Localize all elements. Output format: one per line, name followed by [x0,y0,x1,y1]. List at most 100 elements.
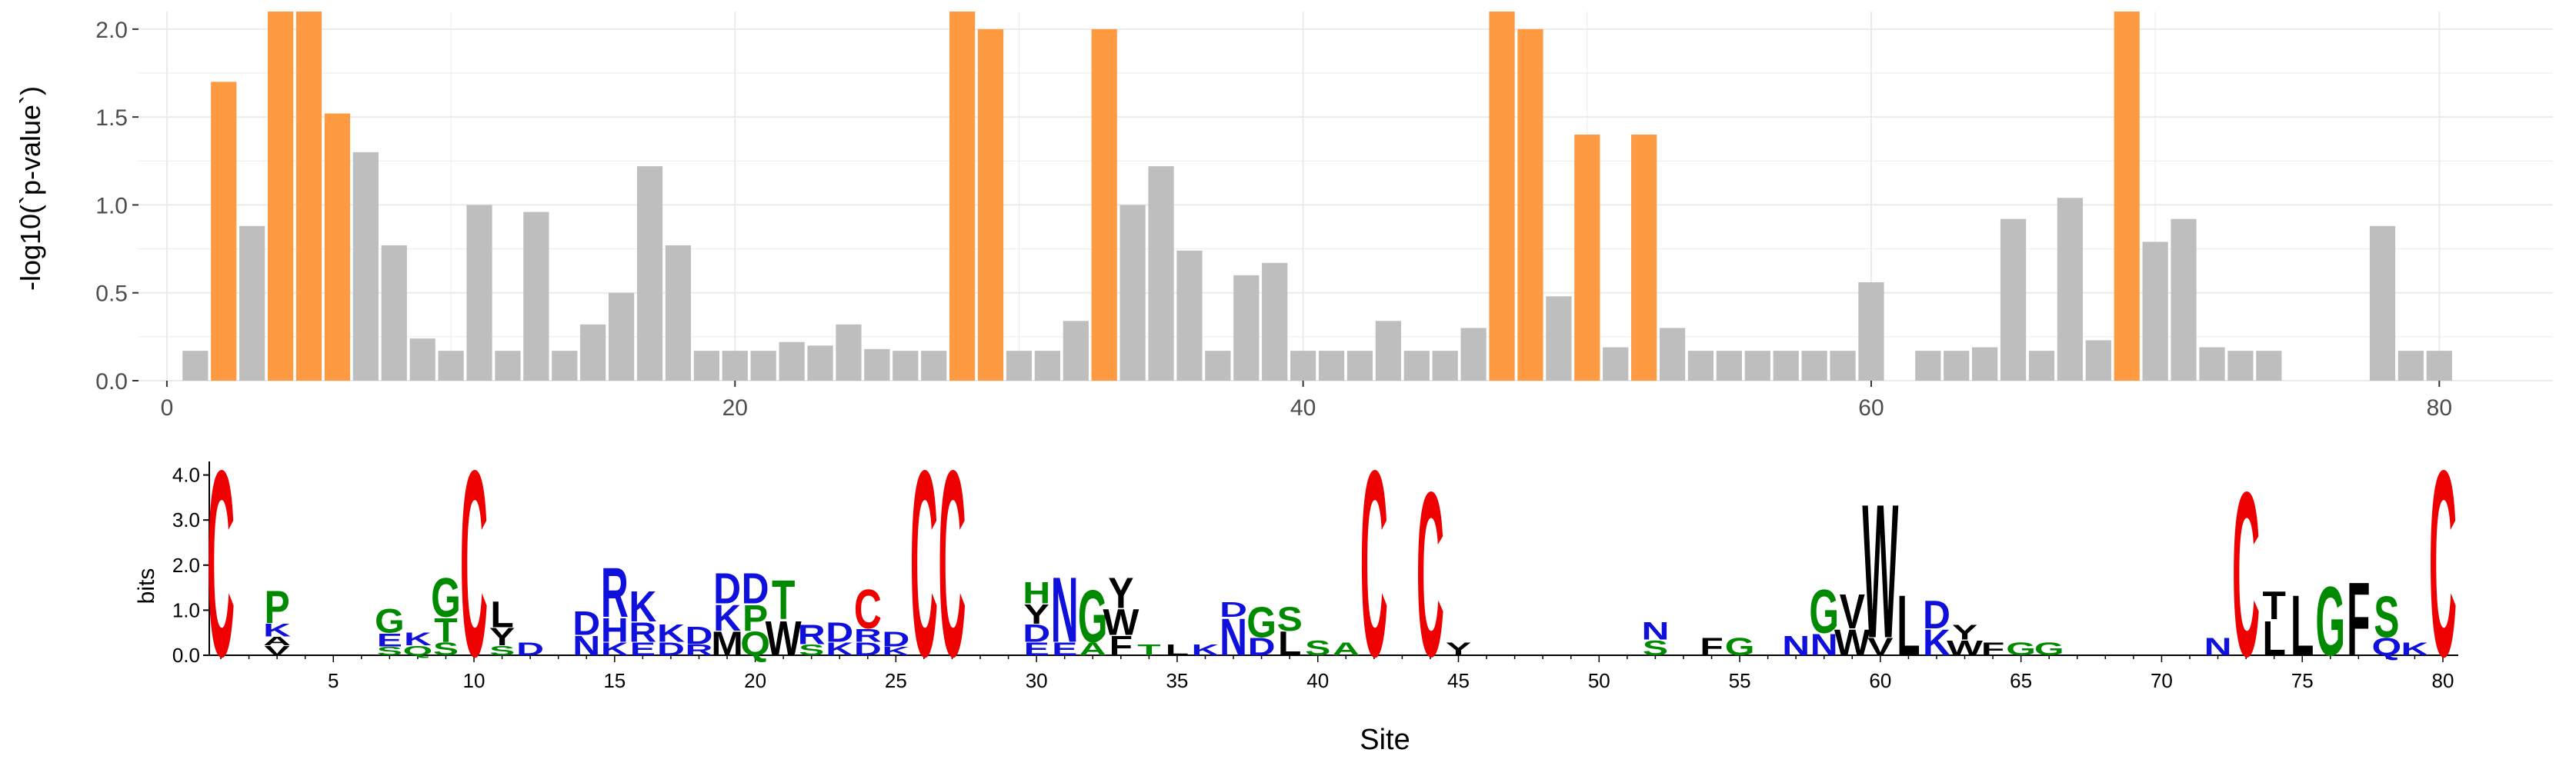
pvalue-bar-site-66 [2028,351,2055,381]
logo-letter-site-30: H [1023,575,1050,610]
logo-letter-site-15: R [601,553,629,632]
logo-letter-site-20: Q [740,624,770,663]
pvalue-bar-site-39 [1262,262,1288,381]
logo-letter-site-25: D [882,627,909,651]
pvalue-bar-site-62 [1915,351,1941,381]
logo-letter-site-54: F [1700,633,1723,661]
logo-letter-site-24: R [854,625,882,645]
logo-letter-site-30: D [1023,619,1050,647]
logo-letter-site-80: C [2429,416,2457,712]
logo-letter-site-31: E [1052,639,1077,659]
pvalue-bar-site-31 [1034,351,1060,381]
pvalue-bar-site-70 [2142,241,2168,381]
logo-y-tick-label: 2.0 [172,554,200,577]
logo-x-tick-label: 50 [1588,669,1610,692]
pvalue-bar-site-3 [239,225,265,381]
logo-letter-site-62: K [1923,623,1950,664]
pvalue-bar-site-45 [1432,351,1458,381]
logo-letter-site-15: H [601,611,629,649]
pvalue-bar-site-52 [1631,135,1657,381]
logo-x-tick-label: 25 [885,669,907,692]
logo-letter-site-42: C [1360,416,1388,712]
logo-letter-site-20: P [742,598,768,638]
logo-letter-site-37: D [1220,597,1247,621]
pvalue-bar-site-25 [864,348,890,381]
logo-x-tick-label: 65 [2010,669,2032,692]
pvalue-bar-site-71 [2171,218,2197,381]
pvalue-bar-site-40 [1290,351,1316,381]
logo-letter-site-9: S [433,639,459,659]
pvalue-bar-site-28 [949,12,976,381]
logo-letter-site-25: K [882,644,909,658]
logo-letter-site-22: R [798,620,826,651]
pvalue-bar-site-30 [1006,351,1033,381]
logo-letter-site-39: L [1278,624,1301,663]
pvalue-bar-site-41 [1318,351,1345,381]
logo-letter-site-55: G [1725,633,1755,661]
pvalue-x-tick-label: 0 [161,395,174,421]
logo-letter-site-45: Y [1446,639,1471,659]
pvalue-bar-site-32 [1063,321,1089,381]
logo-y-tick-label: 3.0 [172,508,200,531]
logo-letter-site-60: W [1862,465,1898,678]
pvalue-y-ticks: 0.0 0.5 1.0 1.5 2.0 [95,18,138,395]
logo-letter-site-30: E [1024,639,1049,659]
logo-letter-site-22: S [799,642,824,659]
pvalue-bar-site-20 [722,351,748,381]
pvalue-bar-site-67 [2057,198,2084,381]
logo-letter-site-44: C [1416,444,1444,706]
pvalue-bar-site-72 [2199,347,2225,381]
pvalue-bar-site-35 [1148,166,1174,381]
logo-x-tick-label: 5 [328,669,339,692]
pvalue-bar-site-12 [495,351,521,381]
logo-letter-site-24: C [854,579,882,641]
logo-letter-site-14: N [572,631,600,661]
logo-letter-site-1: C [207,416,235,712]
logo-letter-site-41: A [1332,639,1360,659]
pvalue-bar-site-26 [893,351,919,381]
logo-letter-site-27: C [939,416,966,712]
pvalue-bar-site-11 [466,205,492,381]
logo-letter-site-26: C [910,416,938,712]
logo-letter-site-58: G [1809,578,1839,647]
logo-letter-site-18: R [686,642,713,659]
pvalue-x-tick-label: 60 [1858,395,1884,421]
logo-letter-site-31: N [1051,558,1079,662]
logo-letter-site-3: P [265,581,290,633]
logo-letter-site-57: N [1782,631,1810,661]
pvalue-bar-site-47 [1489,12,1515,381]
logo-x-axis-label: Site [1360,724,1410,756]
pvalue-bar-site-42 [1346,351,1373,381]
logo-letter-site-76: G [2315,566,2345,677]
logo-letter-site-7: E [377,630,402,650]
logo-y-tick-label: 4.0 [172,464,200,487]
logo-letter-site-23: K [826,639,853,659]
pvalue-bar-site-78 [2369,225,2396,381]
logo-x-tick-label: 40 [1306,669,1329,692]
pvalue-bar-site-7 [352,152,379,381]
pvalue-bar-site-22 [779,341,805,381]
pvalue-bar-site-18 [665,245,692,381]
pvalue-bar-site-34 [1119,205,1146,381]
logo-letter-site-73: C [2232,444,2260,706]
logo-letter-site-35: L [1166,642,1189,659]
logo-x-ticks: 5 10 15 20 25 30 35 40 45 50 55 60 65 70 75 80 [328,669,2454,692]
logo-letter-site-16: K [629,583,656,631]
logo-letter-site-38: G [1246,599,1276,647]
logo-x-tick-label: 15 [603,669,626,692]
pvalue-bar-site-59 [1830,351,1856,381]
logo-letter-site-52: N [1641,617,1669,644]
pvalue-bar-site-69 [2114,12,2140,381]
logo-x-tick-label: 55 [1729,669,1751,692]
pvalue-bar-site-2 [211,82,237,381]
pvalue-x-tick-label: 80 [2427,395,2452,421]
logo-letter-site-38: D [1248,633,1276,661]
pvalue-bar-site-10 [438,351,464,381]
logo-x-tick-label: 70 [2151,669,2173,692]
pvalue-bar-site-17 [636,166,663,381]
logo-y-ticks: 0.0 1.0 2.0 3.0 4.0 [172,464,209,667]
logo-letter-site-39: S [1277,599,1303,638]
pvalue-bar-site-60 [1858,282,1884,381]
logo-y-tick-label: 1.0 [172,598,200,621]
